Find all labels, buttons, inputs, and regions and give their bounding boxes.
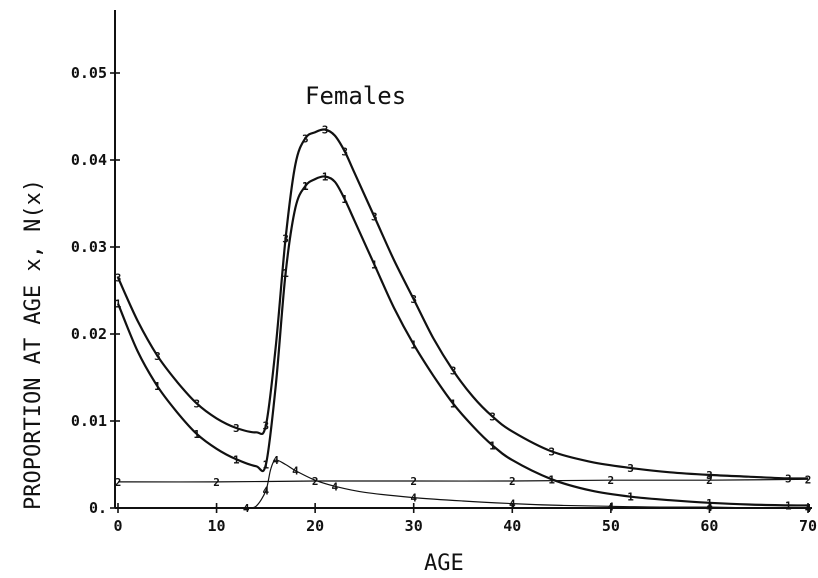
series-point-marker-3: 3 <box>263 419 270 432</box>
x-tick-label: 60 <box>700 517 718 535</box>
series-point-marker-3: 3 <box>341 145 348 158</box>
series-line-1 <box>116 175 809 507</box>
series-point-marker-3: 3 <box>410 293 417 306</box>
series-point-marker-4: 4 <box>292 465 299 478</box>
series-point-marker-3: 3 <box>371 211 378 224</box>
series-point-marker-3: 3 <box>194 398 201 411</box>
series-point-marker-1: 1 <box>194 428 201 441</box>
series-line-4 <box>245 459 809 509</box>
series-point-marker-4: 4 <box>243 502 250 515</box>
series-point-marker-3: 3 <box>785 472 792 485</box>
x-tick-label: 40 <box>503 517 521 535</box>
x-tick-label: 50 <box>602 517 620 535</box>
series-point-marker-4: 4 <box>805 502 812 515</box>
series-point-marker-1: 1 <box>706 497 713 510</box>
x-tick-label: 0 <box>113 517 122 535</box>
series-point-marker-3: 3 <box>450 365 457 378</box>
series-point-marker-1: 1 <box>282 267 289 280</box>
series-point-marker-4: 4 <box>608 500 615 513</box>
y-tick-label: 0.03 <box>71 238 107 256</box>
series-point-marker-4: 4 <box>706 501 713 514</box>
series-point-marker-3: 3 <box>706 469 713 482</box>
series-point-marker-1: 1 <box>115 298 122 311</box>
series-point-marker-3: 3 <box>322 124 329 137</box>
series-point-marker-3: 3 <box>302 132 309 145</box>
y-tick-label: 0.01 <box>71 412 107 430</box>
series-point-marker-1: 1 <box>785 499 792 512</box>
series-point-marker-3: 3 <box>282 232 289 245</box>
series-point-marker-2: 2 <box>509 475 516 488</box>
series-point-marker-1: 1 <box>302 180 309 193</box>
series-point-marker-4: 4 <box>332 480 339 493</box>
series-point-marker-4: 4 <box>410 492 417 505</box>
series-point-marker-4: 4 <box>272 454 279 467</box>
series-point-marker-1: 1 <box>410 338 417 351</box>
x-tick-label: 70 <box>799 517 817 535</box>
y-tick-label: 0.02 <box>71 325 107 343</box>
series-point-marker-1: 1 <box>154 380 161 393</box>
series-point-marker-3: 3 <box>154 350 161 363</box>
x-tick-label: 10 <box>208 517 226 535</box>
series-point-marker-3: 3 <box>627 462 634 475</box>
series-point-marker-2: 2 <box>805 473 812 486</box>
series-point-marker-1: 1 <box>341 193 348 206</box>
series-point-marker-2: 2 <box>115 476 122 489</box>
series-point-marker-1: 1 <box>548 473 555 486</box>
series-point-marker-1: 1 <box>263 459 270 472</box>
series-point-marker-2: 2 <box>608 474 615 487</box>
series-point-marker-3: 3 <box>233 422 240 435</box>
series-point-marker-4: 4 <box>509 498 516 511</box>
series-point-marker-3: 3 <box>115 271 122 284</box>
series-point-marker-1: 1 <box>322 171 329 184</box>
y-tick-label: 0.04 <box>71 151 107 169</box>
series-line-3 <box>116 128 809 480</box>
x-tick-label: 30 <box>405 517 423 535</box>
series-point-marker-1: 1 <box>233 453 240 466</box>
series-point-marker-3: 3 <box>489 411 496 424</box>
y-tick-label: 0. <box>89 499 107 517</box>
series-point-marker-1: 1 <box>371 258 378 271</box>
series-point-marker-1: 1 <box>450 398 457 411</box>
x-tick-label: 20 <box>306 517 324 535</box>
ticks: 0 10 20 30 40 50 60 70 0. 0.01 0.02 0.03 0.04 0.05 <box>71 64 817 535</box>
series-point-marker-1: 1 <box>627 491 634 504</box>
series-point-marker-4: 4 <box>263 485 270 498</box>
chart-title: Females <box>305 82 406 110</box>
series-point-marker-2: 2 <box>312 475 319 488</box>
series-point-marker-3: 3 <box>548 445 555 458</box>
series-curves <box>116 128 809 509</box>
x-axis-title: AGE <box>424 551 464 576</box>
series-point-marker-1: 1 <box>489 439 496 452</box>
series-line-2 <box>117 478 809 483</box>
series-point-marker-2: 2 <box>213 476 220 489</box>
series-point-marker-2: 2 <box>410 475 417 488</box>
y-tick-label: 0.05 <box>71 64 107 82</box>
axes <box>114 10 812 509</box>
y-axis-title: PROPORTION AT AGE x, N(x) <box>21 179 46 510</box>
series-point-marker-2: 2 <box>706 474 713 487</box>
